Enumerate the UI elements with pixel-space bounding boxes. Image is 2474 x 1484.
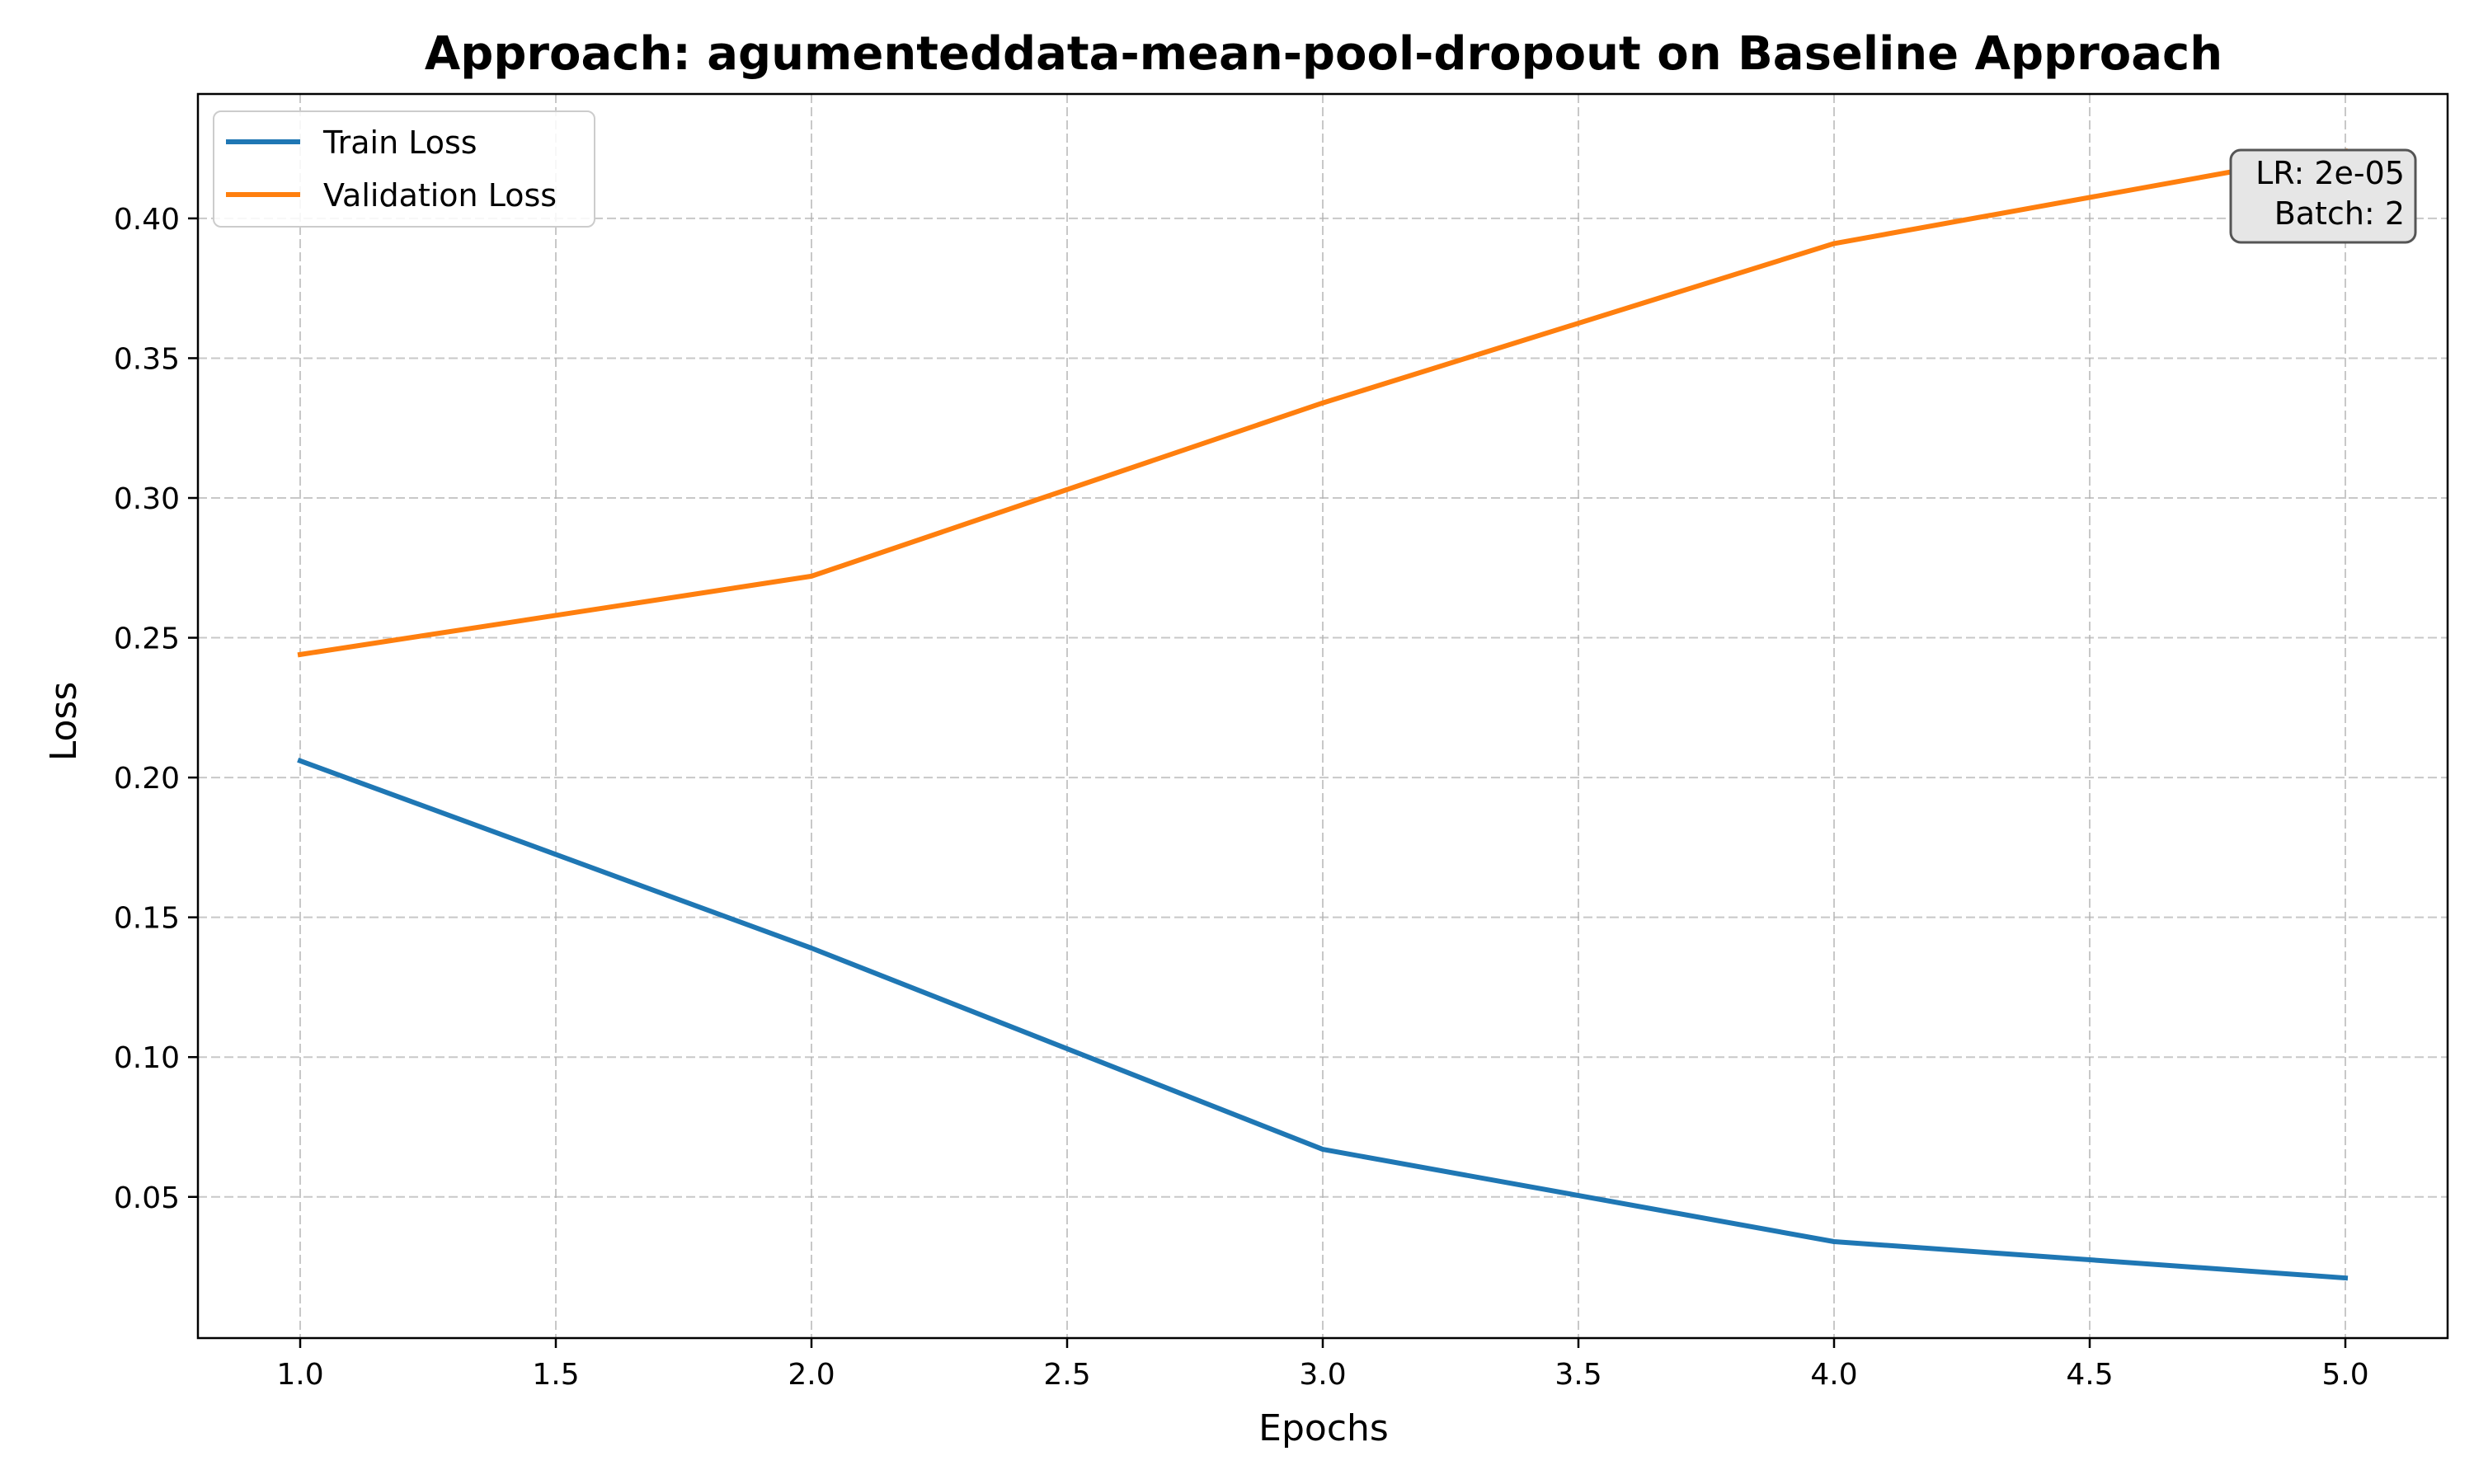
x-axis-label: Epochs xyxy=(1258,1407,1389,1449)
y-axis-label: Loss xyxy=(43,682,85,762)
legend-label-train-loss: Train Loss xyxy=(322,124,477,161)
x-tick-label: 1.5 xyxy=(532,1358,579,1392)
x-tick-label: 2.0 xyxy=(788,1358,835,1392)
x-tick-label: 2.5 xyxy=(1043,1358,1090,1392)
legend-box xyxy=(213,110,595,228)
y-tick-label: 0.15 xyxy=(114,902,180,936)
legend-label-validation-loss: Validation Loss xyxy=(323,177,557,214)
y-axis-ticks: 0.05 0.10 0.15 0.20 0.25 0.30 0.35 0.40 xyxy=(114,203,198,1215)
y-tick-label: 0.30 xyxy=(114,482,180,516)
hyperparameter-annotation: LR: 2e-05 Batch: 2 xyxy=(2229,148,2417,244)
annotation-learning-rate: LR: 2e-05 xyxy=(2255,155,2405,191)
annotation-batch-size: Batch: 2 xyxy=(2274,195,2405,232)
x-axis-ticks: 1.0 1.5 2.0 2.5 3.0 3.5 4.0 4.5 5.0 xyxy=(276,1338,2369,1392)
x-tick-label: 4.5 xyxy=(2066,1358,2113,1392)
series-line-validation-loss xyxy=(297,148,2349,658)
x-tick-label: 5.0 xyxy=(2321,1358,2368,1392)
y-tick-label: 0.25 xyxy=(114,622,180,656)
x-tick-label: 3.5 xyxy=(1554,1358,1602,1392)
series-line-train-loss xyxy=(297,757,2349,1281)
y-tick-label: 0.20 xyxy=(114,762,180,796)
legend: Train Loss Validation Loss xyxy=(213,110,595,228)
y-tick-label: 0.10 xyxy=(114,1041,180,1075)
annotation-box xyxy=(2229,148,2417,244)
y-tick-label: 0.35 xyxy=(114,342,180,376)
x-tick-label: 1.0 xyxy=(276,1358,323,1392)
series-layer xyxy=(297,148,2349,1281)
y-tick-label: 0.40 xyxy=(114,203,180,237)
x-tick-label: 3.0 xyxy=(1299,1358,1346,1392)
y-tick-label: 0.05 xyxy=(114,1181,180,1215)
chart-title: Approach: agumenteddata-mean-pool-dropou… xyxy=(425,27,2222,81)
grid xyxy=(198,94,2448,1338)
x-tick-label: 4.0 xyxy=(1810,1358,1857,1392)
